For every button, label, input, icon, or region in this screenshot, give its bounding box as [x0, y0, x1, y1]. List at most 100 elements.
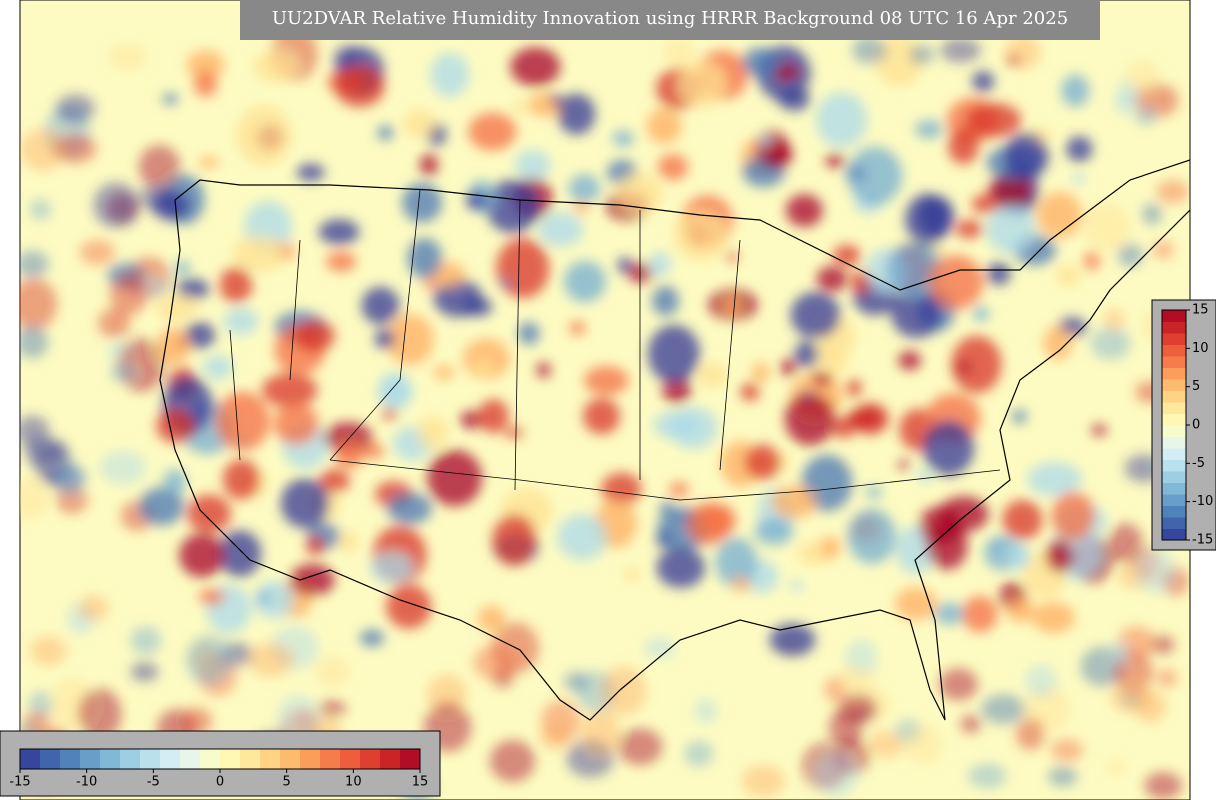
field-blob [962, 595, 998, 633]
field-blob [852, 402, 889, 435]
color-step [220, 749, 241, 769]
field-blob [722, 294, 743, 318]
field-blob [1107, 523, 1144, 564]
field-blob [419, 154, 439, 176]
color-step [1162, 310, 1186, 322]
field-blob [386, 314, 434, 366]
field-blob [785, 194, 823, 227]
field-blob [1151, 635, 1175, 654]
field-blob [643, 637, 676, 659]
field-blob [99, 450, 146, 485]
color-step [360, 749, 381, 769]
field-blob [317, 700, 347, 718]
field-blob [1025, 664, 1057, 698]
field-blob [769, 623, 816, 657]
color-step [240, 749, 261, 769]
field-blob [293, 320, 336, 352]
field-blob [763, 140, 793, 169]
field-blob [960, 714, 982, 733]
field-blob [1110, 682, 1154, 713]
boundaries [159, 159, 1190, 721]
field-blob [693, 698, 718, 724]
field-blob [652, 285, 679, 316]
color-step [1162, 459, 1186, 472]
color-step [260, 749, 281, 769]
coastline [159, 209, 1190, 721]
field-blob [232, 235, 287, 272]
field-blob [916, 470, 934, 482]
field-blob [183, 321, 216, 349]
field-blob [407, 237, 443, 279]
field-blob [1002, 499, 1043, 541]
field-blob [485, 179, 540, 233]
field-blob [20, 128, 65, 171]
field-blob [1006, 597, 1035, 623]
field-blob [30, 636, 67, 666]
field-blob [1156, 668, 1178, 688]
field-blob [927, 255, 984, 310]
color-step [80, 749, 101, 769]
field-blob [387, 492, 432, 525]
field-blob [510, 47, 561, 87]
field-blob [318, 219, 360, 245]
field-blob [55, 463, 86, 496]
field-blob [109, 273, 148, 315]
field-blob [890, 288, 942, 339]
field-blob [222, 459, 260, 500]
field-blob [78, 595, 109, 621]
field-blob [1141, 203, 1163, 225]
field-blob [473, 645, 516, 680]
field-blob [647, 324, 701, 384]
field-blob [914, 120, 944, 139]
field-blob [951, 335, 1002, 394]
field-blob [430, 52, 470, 97]
field-blob [462, 297, 493, 317]
field-blob [334, 65, 385, 108]
color-step [200, 749, 221, 769]
field-blob [939, 668, 978, 701]
field-blob [846, 378, 862, 398]
field-blob [1004, 132, 1049, 180]
field-blob [20, 478, 50, 519]
field-blob [628, 262, 654, 283]
field-blob [557, 514, 608, 561]
tick-label: -15 [1192, 533, 1213, 548]
field-blob [247, 642, 295, 677]
field-blob [198, 588, 225, 605]
color-step [320, 749, 341, 769]
color-step [180, 749, 201, 769]
field-blob [513, 99, 526, 114]
field-blob [186, 635, 233, 685]
field-blob [801, 390, 814, 399]
field-blob [874, 34, 924, 87]
field-blob [971, 194, 1002, 214]
field-blob [1036, 191, 1082, 238]
color-step [340, 749, 361, 769]
field-blob [273, 403, 319, 445]
field-blob [79, 239, 116, 266]
field-blob [741, 765, 785, 797]
field-blob [326, 251, 357, 272]
field-blob [657, 153, 689, 181]
field-blob [1015, 718, 1046, 750]
tick-label: 15 [1192, 303, 1209, 318]
field-blob [538, 212, 584, 247]
field-blob [374, 328, 396, 349]
field-blob [1156, 179, 1189, 204]
tick-label: 0 [1192, 418, 1200, 433]
field-blob [130, 626, 162, 655]
color-step [280, 749, 301, 769]
color-step [380, 749, 401, 769]
color-step [140, 749, 161, 769]
field-blob [223, 307, 259, 335]
tick-label: -5 [147, 775, 160, 790]
field-blob [361, 286, 400, 325]
field-blob [202, 355, 233, 380]
field-blob [215, 391, 270, 451]
field-blob [1072, 173, 1086, 184]
field-blob [29, 199, 51, 220]
tick-label: -5 [1192, 456, 1205, 471]
field-blob [820, 536, 841, 559]
field-blob [492, 514, 537, 566]
